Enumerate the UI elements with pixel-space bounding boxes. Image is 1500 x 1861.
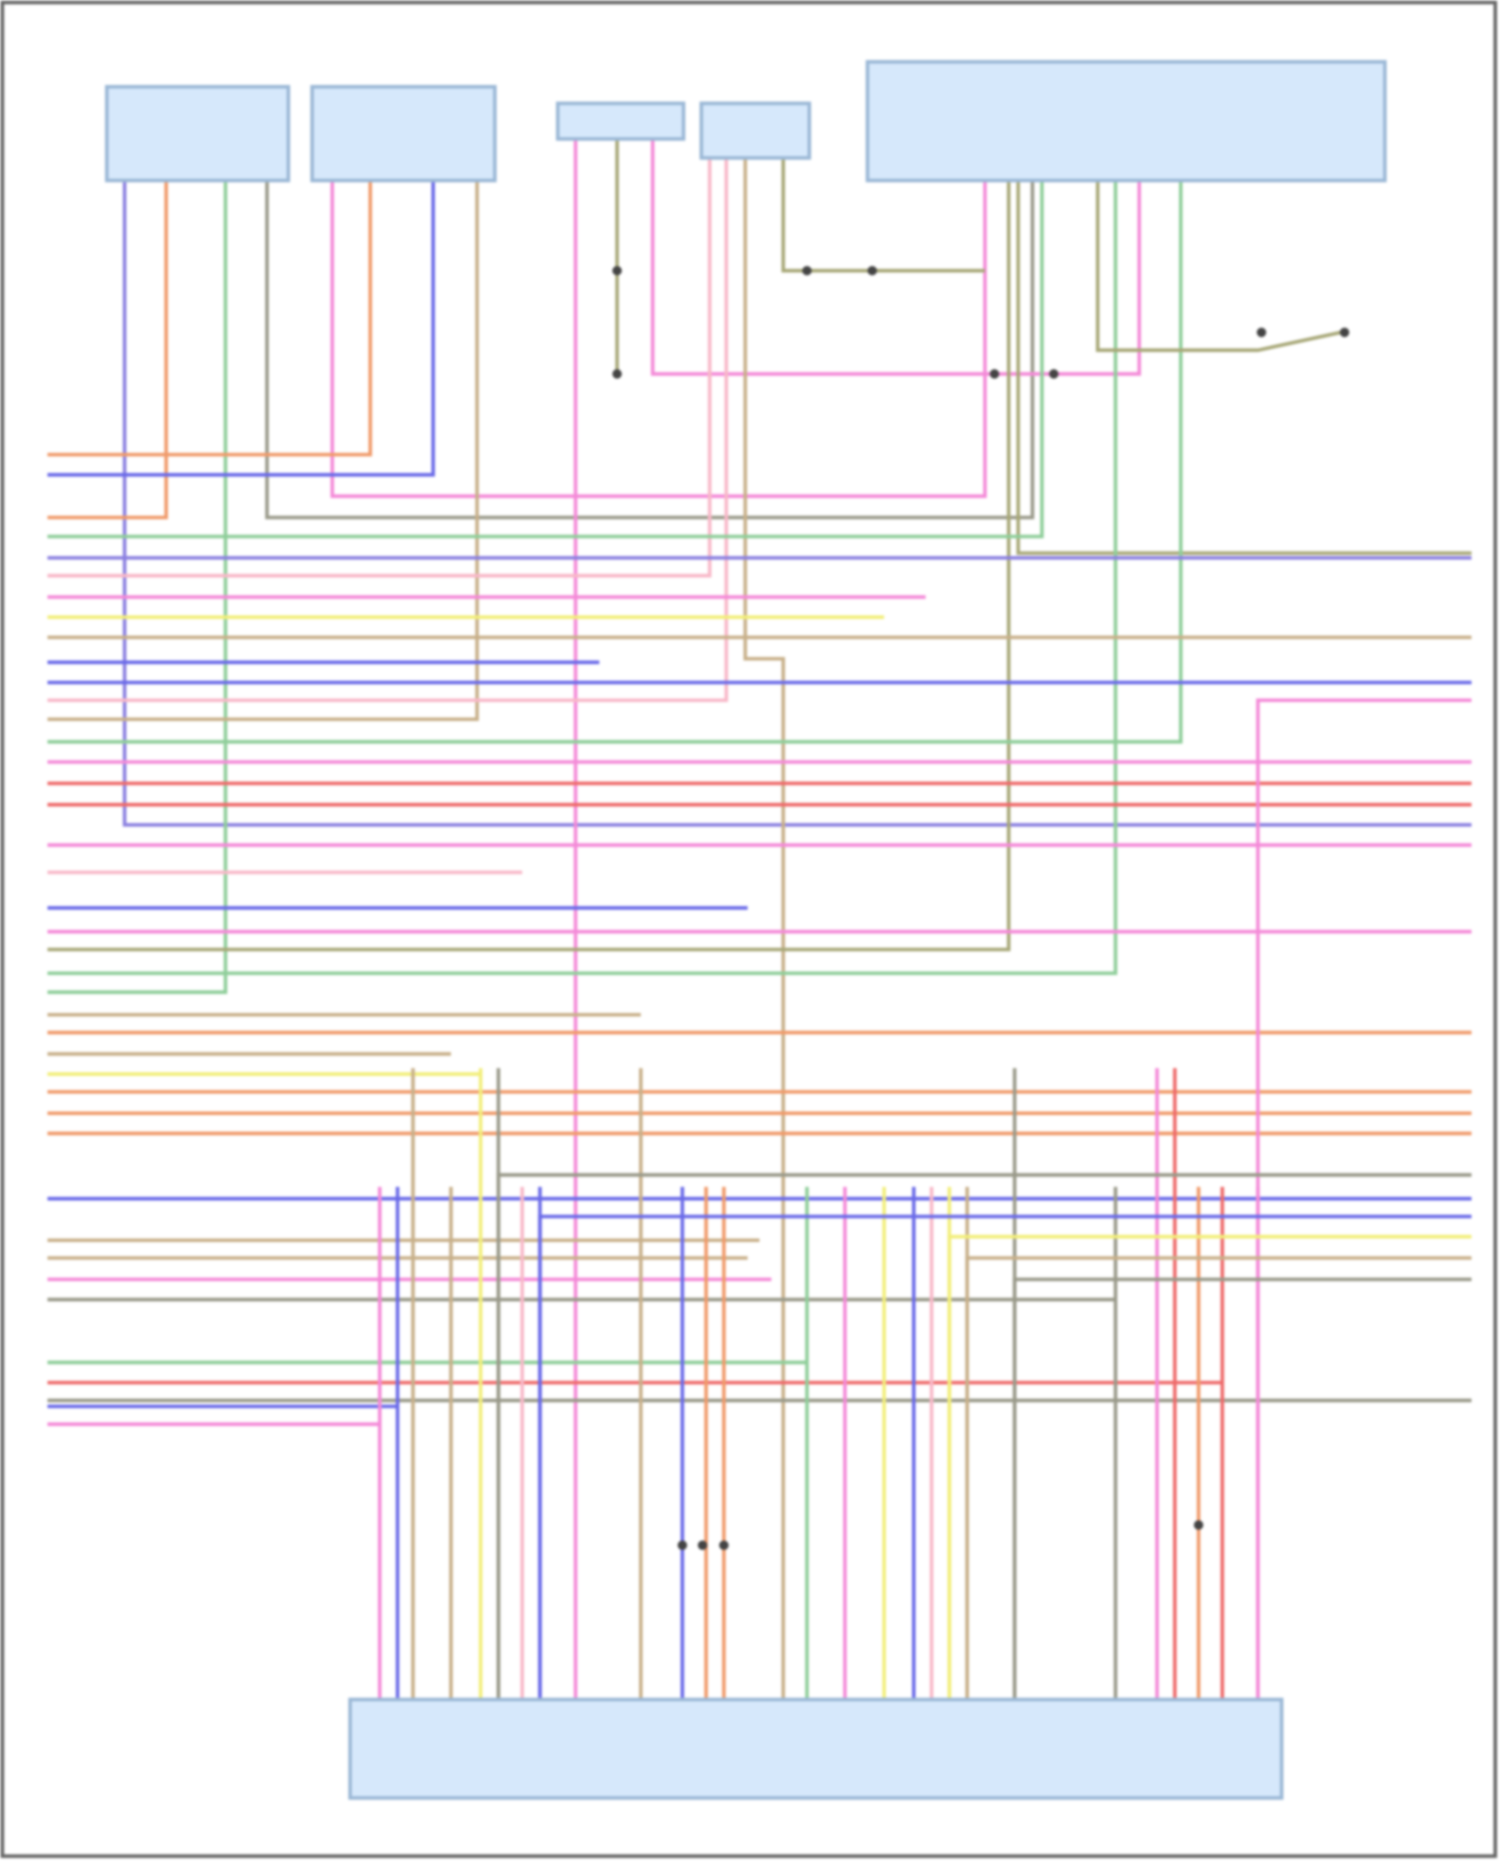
switch-component-2 [310,84,497,183]
splice-dot [1339,327,1350,338]
wire [1256,698,1472,1700]
wire [947,1234,1472,1700]
switch-component-1 [105,84,291,183]
splice-dot [1049,369,1059,379]
splice-dot [697,1540,708,1550]
splice-dot [719,1540,729,1550]
wire [47,180,373,457]
splice-dot [677,1540,688,1550]
wire [47,180,435,477]
wire [47,180,479,722]
wire [1012,1277,1472,1700]
wire [47,180,168,520]
wire [265,180,1035,520]
wire [743,157,786,1700]
connector-component [699,101,812,160]
wire [650,138,1142,376]
wire [1095,180,1342,352]
wire [47,180,1011,952]
wire [47,180,1118,976]
wire [47,180,228,994]
wire [47,180,1044,539]
main-control-unit [348,1697,1284,1800]
wire [330,180,987,498]
wire [47,157,729,703]
components [105,60,1387,1800]
wire [47,157,712,578]
wire [1016,180,1472,555]
sensor-component [555,101,686,141]
engine-control-module [865,60,1387,183]
splice-dot [802,265,812,276]
wire [538,1214,1472,1700]
splice-dot [612,265,622,276]
wire [122,180,1472,827]
wires [47,138,1472,1700]
splice-dot [612,369,622,379]
splice-dot [989,369,1000,379]
wire [496,1173,1472,1700]
splice-dot [867,265,877,276]
wire [965,1256,1472,1700]
splice-dot [1193,1520,1204,1530]
wire [47,180,1183,744]
wire [781,157,985,273]
splice-dot [1256,327,1267,338]
